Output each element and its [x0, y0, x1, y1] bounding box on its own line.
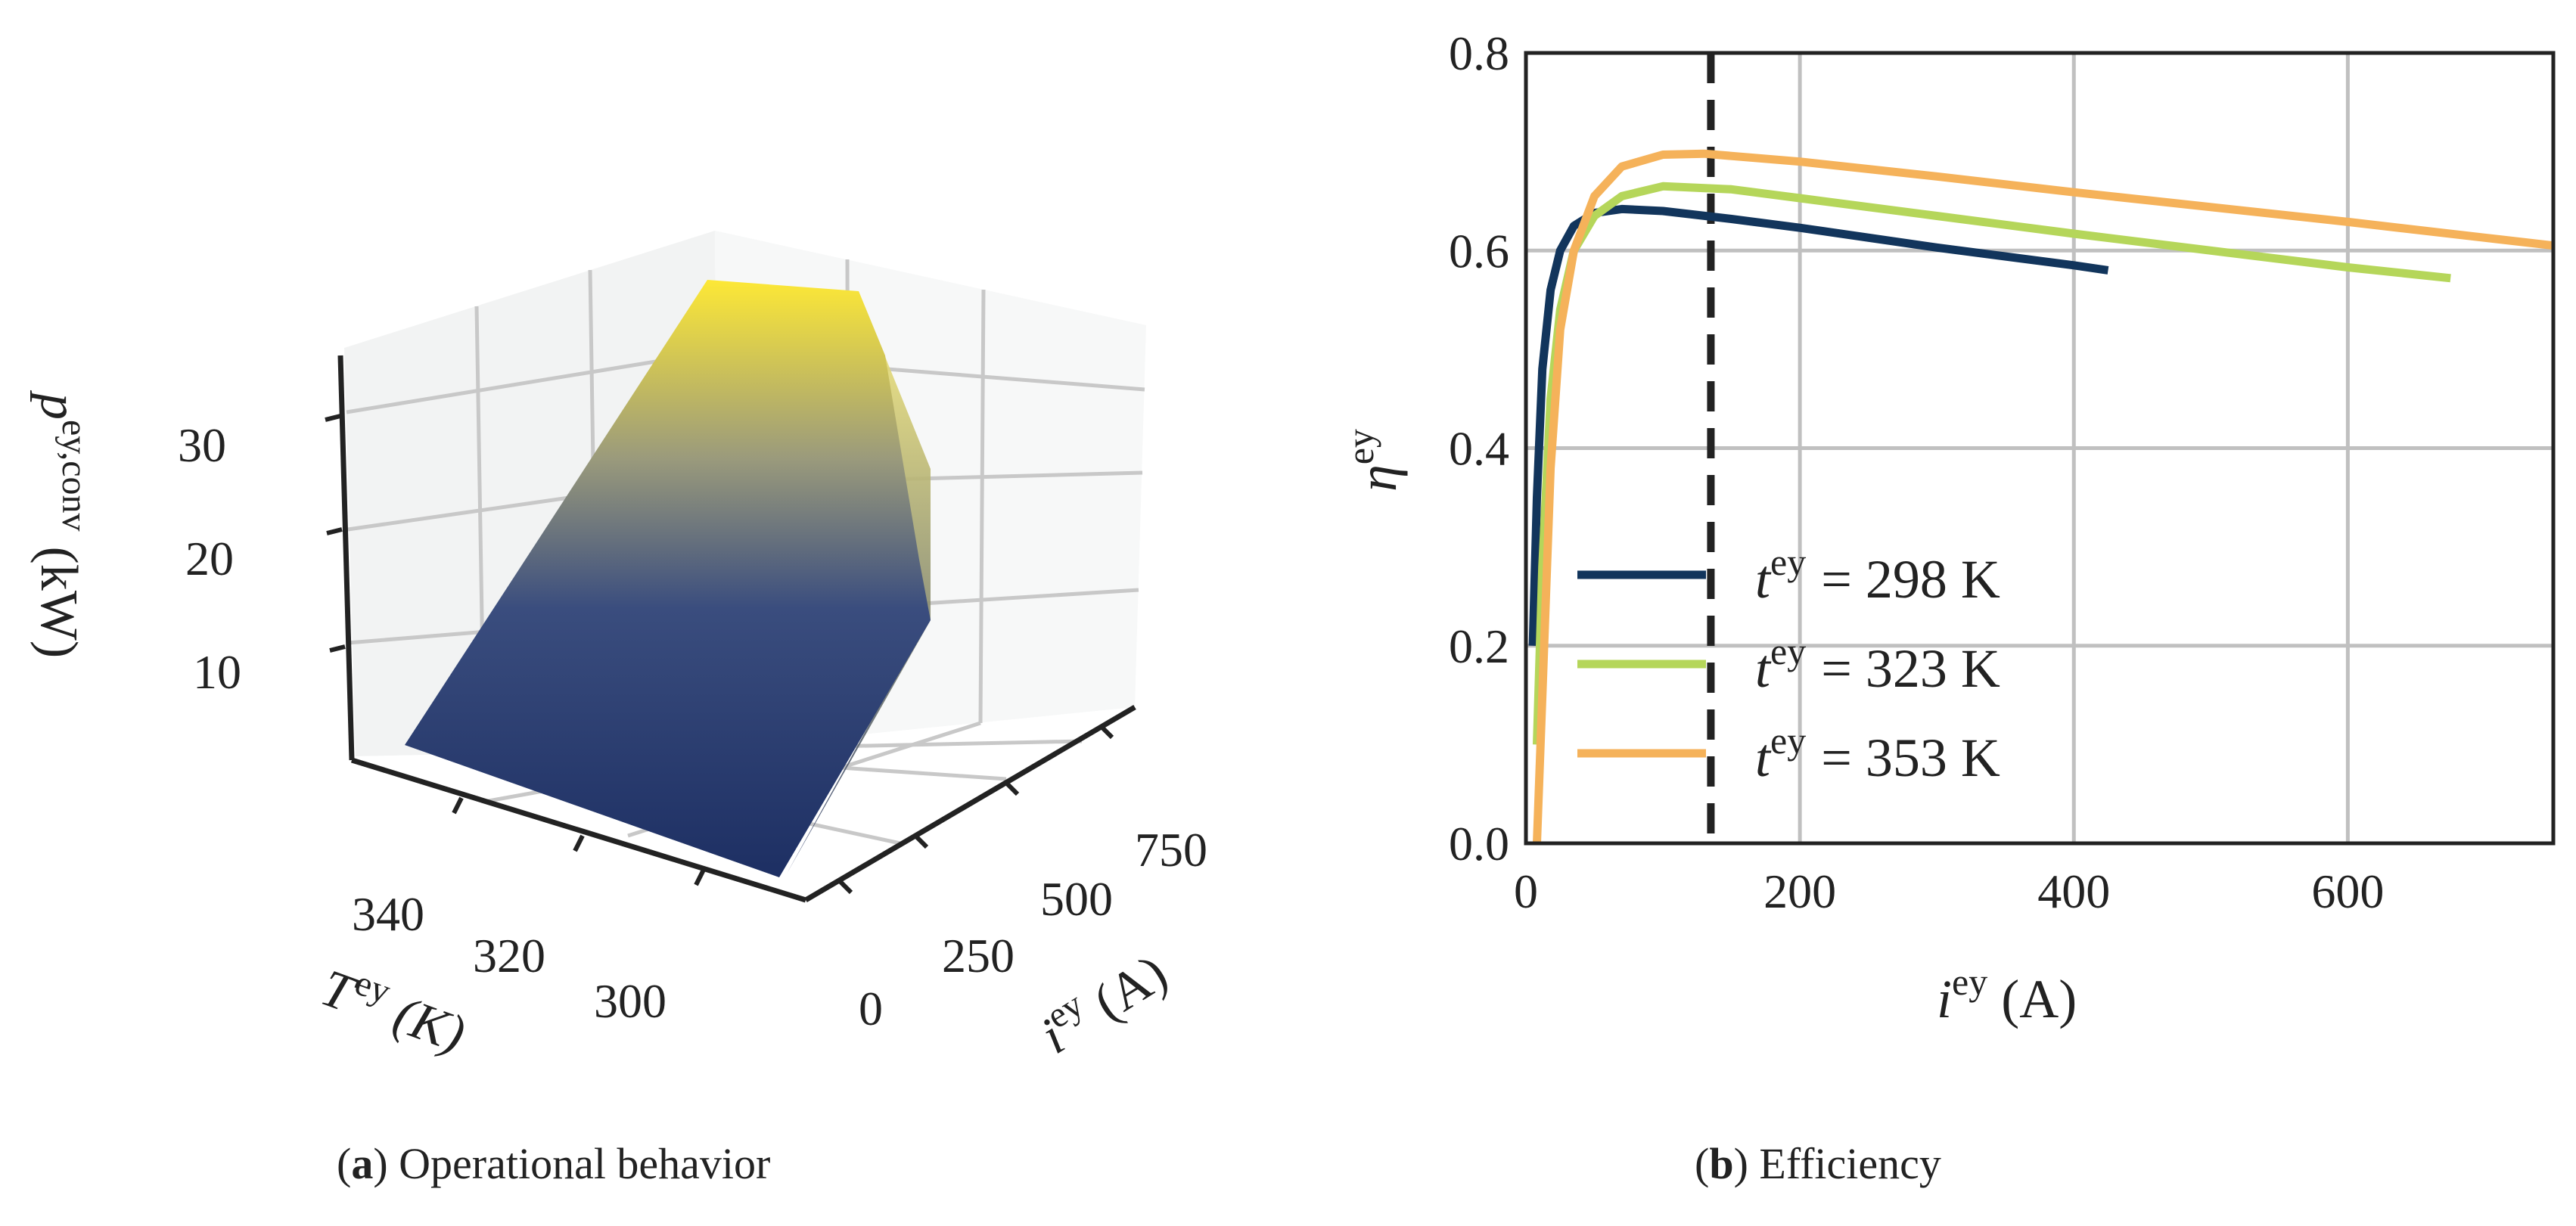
caption-a-letter: a — [351, 1139, 374, 1188]
caption-a: (a) Operational behavior — [337, 1139, 771, 1188]
caption-b-letter: b — [1709, 1139, 1734, 1188]
series-lines — [1528, 149, 2554, 844]
y-tick-label: 340 — [352, 887, 424, 941]
y-axis-label: Tey(K) — [314, 952, 475, 1064]
caption-a-text: Operational behavior — [399, 1139, 771, 1188]
y-tick-label: 320 — [473, 929, 545, 982]
axes-3d — [337, 355, 1136, 903]
y-tick-label: 0.0 — [1449, 817, 1509, 871]
legend: tey = 298 K tey = 323 K tey = 353 K — [1577, 541, 2000, 788]
y-tick-label: 0.6 — [1449, 224, 1509, 278]
surface — [405, 280, 931, 877]
caption-b: (b) Efficiency — [1695, 1139, 1941, 1188]
x-tick-label: 500 — [1040, 872, 1113, 926]
y-tick-label: 300 — [594, 974, 667, 1028]
surface-plot-3d: 30 20 10 340 320 300 0 250 500 750 pey,c… — [30, 231, 1207, 1066]
x-tick-label: 400 — [2037, 864, 2110, 918]
y-tick-label: 0.4 — [1449, 422, 1509, 476]
z-tick-label: 10 — [193, 645, 241, 699]
x-tick-label: 600 — [2311, 864, 2384, 918]
x-axis-label: iey(A) — [1937, 961, 2077, 1029]
x-tick-label: 750 — [1135, 823, 1207, 877]
series-line-2 — [1533, 149, 2554, 844]
ticks-3d — [325, 414, 1114, 895]
efficiency-chart: 0 200 400 600 0.0 0.2 0.4 0.6 0.8 iey (A) ηey tey… — [1339, 26, 2556, 1029]
x-tick-label: 250 — [942, 929, 1015, 982]
plot-frame — [1524, 51, 2556, 846]
caption-b-text: Efficiency — [1759, 1139, 1941, 1188]
z-tick-label: 20 — [185, 532, 234, 585]
legend-label-298: tey = 298 K — [1755, 541, 2000, 610]
z-axis-label: pey,conv(kW) — [30, 390, 95, 658]
legend-label-353: tey = 353 K — [1755, 719, 2000, 788]
x-tick-label: 0 — [859, 982, 883, 1035]
y-tick-label: 0.8 — [1449, 26, 1509, 80]
z-tick-label: 30 — [178, 418, 226, 472]
legend-label-323: tey = 323 K — [1755, 630, 2000, 699]
x-tick-label: 200 — [1763, 864, 1836, 918]
y-axis-label: ηey — [1339, 429, 1408, 492]
tick-labels: 0 200 400 600 0.0 0.2 0.4 0.6 0.8 — [1449, 26, 2384, 918]
x-tick-label: 0 — [1514, 864, 1538, 918]
y-tick-label: 0.2 — [1449, 619, 1509, 673]
x-axis-label: iey(A) — [1027, 938, 1177, 1065]
